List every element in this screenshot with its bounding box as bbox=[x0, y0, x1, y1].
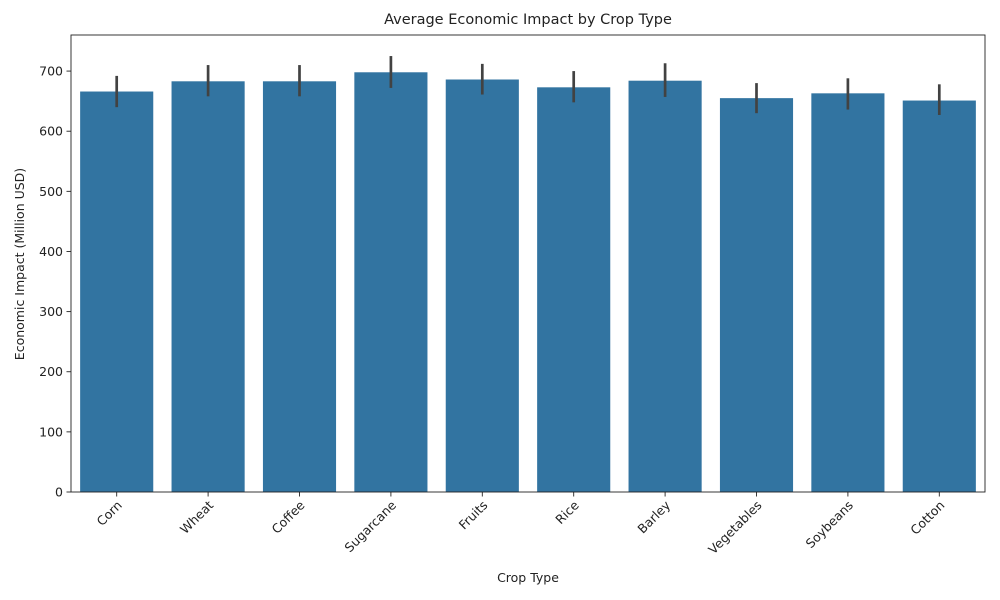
y-axis: 0 100 200 300 400 500 600 700 bbox=[39, 64, 71, 500]
x-tick-label-barley: Barley bbox=[634, 497, 673, 536]
y-tick-label-100: 100 bbox=[39, 424, 63, 439]
x-tick-label-corn: Corn bbox=[94, 498, 125, 529]
y-tick-label-600: 600 bbox=[39, 124, 63, 139]
bar-soybeans bbox=[811, 93, 885, 492]
y-tick-label-300: 300 bbox=[39, 304, 63, 319]
chart-title: Average Economic Impact by Crop Type bbox=[384, 12, 672, 28]
x-tick-label-fruits: Fruits bbox=[456, 498, 491, 533]
bar-barley bbox=[628, 80, 702, 492]
bar-rice bbox=[537, 87, 611, 492]
x-axis: Corn Wheat Coffee Sugarcane Fruits Rice Barley… bbox=[94, 492, 947, 557]
bar-sugarcane bbox=[354, 72, 428, 492]
y-tick-label-700: 700 bbox=[39, 64, 63, 79]
bar-coffee bbox=[262, 81, 337, 492]
y-tick-label-400: 400 bbox=[39, 244, 63, 259]
bars-group bbox=[80, 72, 976, 493]
bar-corn bbox=[80, 91, 154, 492]
bar-vegetables bbox=[719, 98, 794, 493]
x-tick-label-sugarcane: Sugarcane bbox=[341, 497, 399, 555]
y-axis-label: Economic Impact (Million USD) bbox=[12, 168, 27, 360]
x-axis-label: Crop Type bbox=[497, 570, 559, 585]
x-tick-label-cotton: Cotton bbox=[907, 498, 947, 538]
x-tick-label-wheat: Wheat bbox=[177, 497, 216, 536]
axes-spines bbox=[70, 34, 986, 493]
y-tick-label-0: 0 bbox=[55, 485, 63, 500]
bar-wheat bbox=[171, 81, 245, 492]
x-tick-label-soybeans: Soybeans bbox=[802, 498, 856, 552]
bar-cotton bbox=[902, 100, 976, 492]
errorbars-group bbox=[115, 56, 941, 115]
bar-fruits bbox=[445, 79, 519, 492]
plot-frame bbox=[70, 34, 986, 493]
y-tick-label-200: 200 bbox=[39, 364, 63, 379]
x-tick-label-coffee: Coffee bbox=[268, 497, 307, 536]
x-tick-label-vegetables: Vegetables bbox=[705, 498, 764, 557]
y-tick-label-500: 500 bbox=[39, 184, 63, 199]
x-tick-label-rice: Rice bbox=[552, 497, 582, 527]
